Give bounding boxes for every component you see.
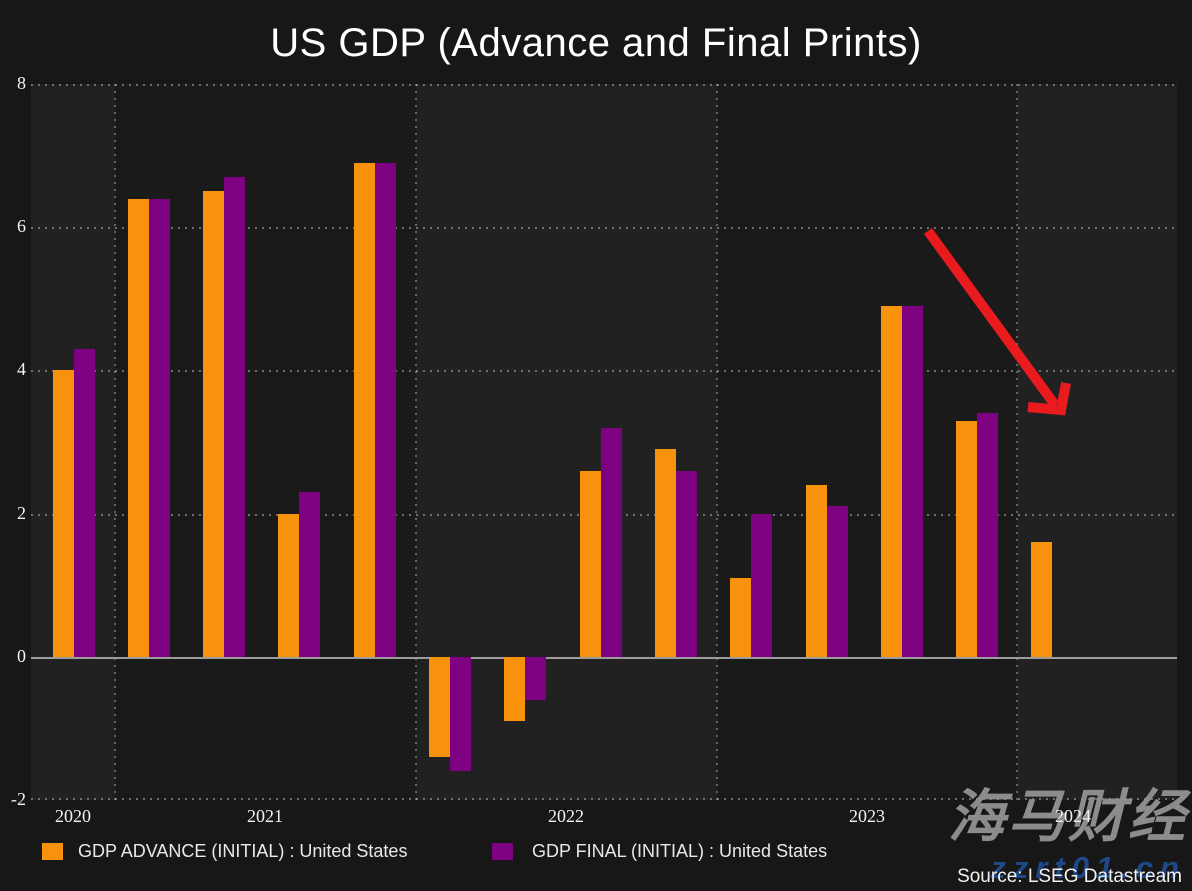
bar-final-2021-q2 (224, 177, 246, 657)
bar-final-2022-q1 (450, 656, 471, 772)
y-axis-label-6: 6 (17, 216, 26, 237)
gridline-y--2 (31, 798, 1177, 800)
bar-advance-2021-q1 (127, 198, 149, 657)
bar-advance-2023-q2 (805, 484, 827, 657)
bar-advance-2022-q2 (504, 656, 526, 722)
y-axis-label--2: -2 (11, 789, 26, 810)
y-axis-label-0: 0 (17, 645, 26, 666)
legend: GDP ADVANCE (INITIAL) : United States GD… (0, 841, 1192, 863)
x-axis-label-2023: 2023 (849, 806, 885, 826)
bar-advance-2020-q4 (52, 370, 74, 657)
zero-axis-line (31, 656, 1177, 659)
source-credit: Source: LSEG Datastream (957, 866, 1182, 887)
bar-final-2022-q2 (525, 656, 547, 700)
bar-final-2022-q4 (675, 470, 697, 657)
bar-advance-2023-q1 (730, 578, 752, 657)
gridline-y-4 (31, 370, 1177, 373)
bar-advance-2024-q1 (1031, 542, 1053, 657)
bar-advance-2021-q3 (278, 513, 300, 657)
legend-swatch-advance (42, 843, 63, 860)
watermark-url: zzrt01.cn (990, 850, 1186, 885)
y-axis-label-8: 8 (17, 73, 26, 94)
bar-advance-2022-q3 (579, 470, 601, 657)
watermark-brand: 海马财经 (948, 785, 1188, 849)
vertical-gridline-2024 (1016, 84, 1018, 800)
bar-final-2023-q4 (977, 413, 999, 657)
bar-final-2020-q4 (73, 348, 95, 657)
vertical-gridline-2023 (716, 84, 718, 800)
bar-final-2021-q3 (299, 492, 321, 657)
bar-final-2021-q4 (374, 162, 396, 657)
x-axis-label-2021: 2021 (247, 806, 283, 826)
bar-advance-2022-q4 (654, 449, 676, 657)
vertical-gridline-2022 (415, 84, 417, 800)
bar-final-2023-q3 (901, 305, 923, 657)
x-axis-label-2022: 2022 (548, 806, 584, 826)
legend-label-advance: GDP ADVANCE (INITIAL) : United States (78, 841, 408, 861)
bar-final-2023-q1 (751, 513, 773, 657)
bar-final-2022-q3 (600, 427, 622, 657)
vertical-gridline-2021 (114, 84, 116, 800)
y-axis-label-4: 4 (17, 359, 26, 380)
gridline-y-6 (31, 227, 1177, 230)
legend-swatch-final (492, 843, 513, 860)
x-axis-label-2020: 2020 (55, 806, 91, 826)
bar-final-2021-q1 (148, 198, 170, 657)
bar-advance-2022-q1 (429, 656, 450, 758)
legend-label-final: GDP FINAL (INITIAL) : United States (532, 841, 828, 861)
bar-advance-2023-q4 (956, 420, 978, 657)
x-axis-label-2024: 2024 (1055, 806, 1091, 826)
chart-title: US GDP (Advance and Final Prints) (270, 21, 922, 65)
bar-advance-2021-q2 (203, 191, 225, 657)
bar-advance-2021-q4 (353, 162, 375, 657)
year-band-2024 (1017, 84, 1177, 800)
plot-area (31, 84, 1177, 800)
gridline-y-8 (31, 84, 1177, 86)
bar-advance-2023-q3 (880, 305, 902, 657)
bar-final-2023-q2 (826, 506, 848, 657)
y-axis-label-2: 2 (17, 502, 26, 523)
